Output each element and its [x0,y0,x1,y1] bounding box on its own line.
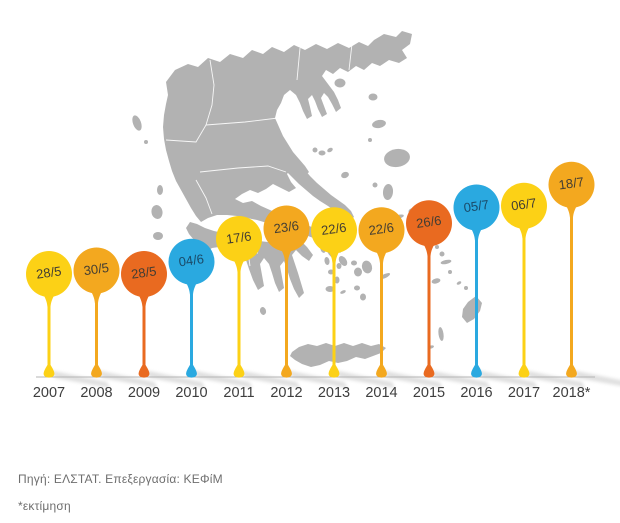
date-label: 23/6 [273,218,300,236]
lollipop-2018: 18/7 [548,161,595,378]
date-label: 18/7 [558,174,585,192]
ground-shadow [51,370,110,388]
balloon [26,251,72,297]
date-label: 28/5 [130,263,157,281]
lollipop-2013: 22/6 [311,207,357,378]
balloon-droplet [566,362,577,378]
year-label: 2017 [508,385,540,401]
date-label: 04/6 [178,251,205,269]
ground-shadow [193,370,253,388]
balloon-droplet [376,362,387,378]
balloon-droplet [138,362,150,378]
lollipop-2012: 23/6 [263,205,310,378]
year-label: 2008 [80,385,112,401]
date-label: 28/5 [35,263,62,281]
balloon [358,207,405,254]
balloon-droplet [471,362,482,378]
balloon-droplet [43,362,55,378]
map-euboea [282,158,354,221]
balloon [263,205,310,252]
balloon [406,200,452,247]
ground-shadow [336,370,395,388]
balloon-droplet [233,362,245,378]
map-rhodes [462,296,482,323]
ground-shadows [51,370,620,388]
ground-shadow [383,370,443,388]
balloon [311,207,357,254]
lollipop-2009: 28/5 [121,251,167,378]
date-label: 30/5 [83,260,110,278]
lollipop-2010: 04/6 [168,238,215,378]
year-label: 2018* [553,385,591,401]
year-label: 2009 [128,385,160,401]
map-mainland [163,31,412,253]
lollipop-2016: 05/7 [453,184,500,378]
ground-shadow [146,370,205,388]
date-label: 05/7 [463,197,490,215]
lollipop-2015: 26/6 [406,200,452,378]
year-axis-labels: 2007 2008 2009 2010 2011 2012 2013 2014 2015 2016… [33,385,591,401]
balloon [216,216,262,262]
balloon-droplet [518,362,530,378]
year-label: 2007 [33,385,65,401]
date-label: 26/6 [415,213,442,231]
balloon-droplet [328,362,340,378]
lollipop-2011: 17/6 [216,216,262,378]
date-label: 06/7 [510,195,537,213]
ground-shadow [526,370,585,388]
balloon [121,251,167,297]
lollipop-2014: 22/6 [358,207,405,378]
balloon-droplet [186,362,197,378]
date-label: 17/6 [225,228,252,246]
map-region-borders [165,43,353,267]
year-label: 2011 [223,385,254,401]
year-label: 2012 [270,385,302,401]
balloon [501,182,547,229]
ground-shadow [431,370,490,388]
ground-shadow [288,370,348,388]
estimate-note: *εκτίμηση [18,499,71,513]
ground-shadow [98,370,158,388]
balloon [453,184,500,231]
balloon-droplet [423,362,435,378]
balloon [73,247,120,294]
lollipop-series: 28/5 30/5 28/5 04/6 17/6 23/6 22/6 22/6 26/6 05/7… [26,161,595,378]
lollipop-2008: 30/5 [73,247,120,378]
year-label: 2016 [460,385,492,401]
year-label: 2010 [175,385,207,401]
year-label: 2013 [318,385,350,401]
map-crete [290,343,386,367]
date-label: 22/6 [320,220,347,238]
year-label: 2014 [365,385,397,401]
balloon [548,161,595,208]
date-label: 22/6 [368,220,395,238]
balloon-droplet [281,362,292,378]
ground-shadow [573,370,620,386]
balloon-droplet [91,362,102,378]
balloon [168,238,215,285]
ground-shadow [241,370,300,388]
source-note: Πηγή: ΕΛΣΤΑΤ. Επεξεργασία: ΚΕΦίΜ [18,472,223,486]
ground-shadow [478,370,538,388]
lollipop-2017: 06/7 [501,182,547,378]
year-label: 2015 [413,385,445,401]
lollipop-2007: 28/5 [26,251,72,378]
